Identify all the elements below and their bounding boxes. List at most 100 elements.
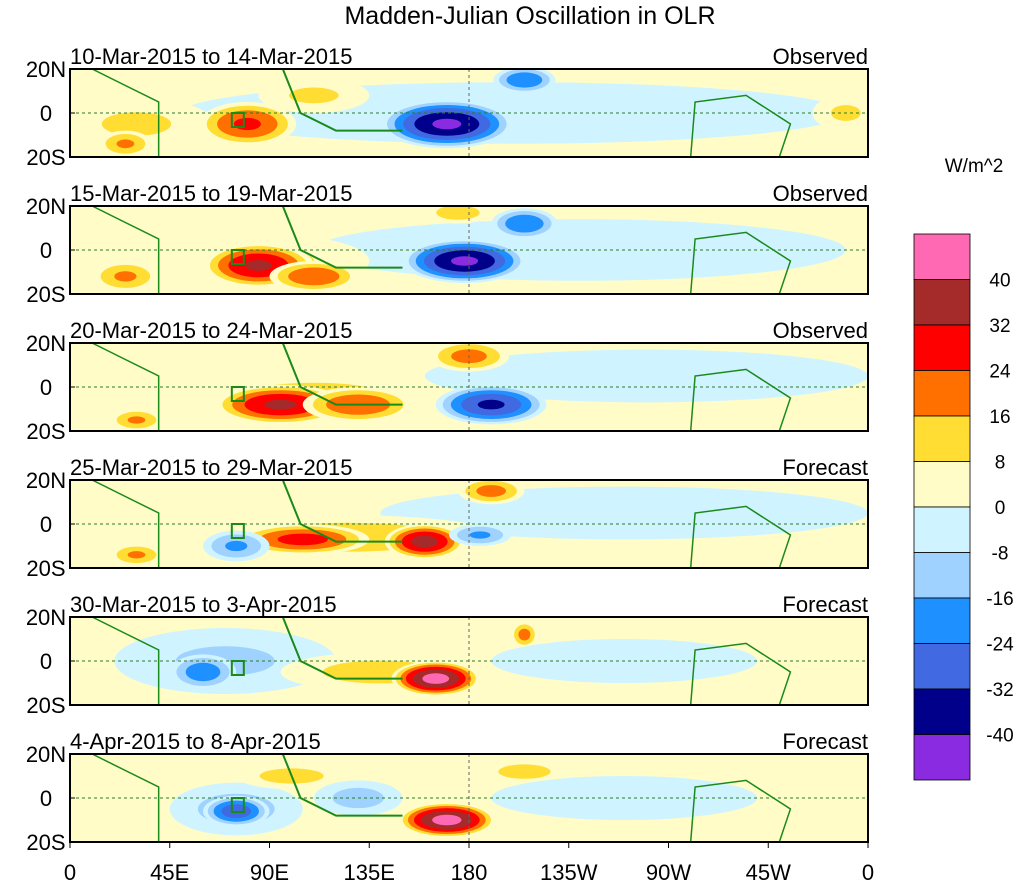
- y-tick-label: 20N: [26, 331, 66, 356]
- panel-contours: [70, 69, 868, 157]
- colorbar-swatch: [913, 461, 971, 508]
- y-tick-label: 20S: [26, 556, 65, 581]
- colorbar-swatch: [913, 643, 971, 690]
- x-tick-label: 135W: [540, 860, 598, 885]
- maritime-continent-coastline: [281, 617, 403, 680]
- anomaly-contour: [185, 662, 221, 682]
- panel-kind-label: Observed: [773, 318, 868, 343]
- map-panel: 20N 0 20S 4-Apr-2015 to 8-Apr-2015 Forecast: [26, 729, 869, 855]
- panel-contours: [70, 480, 868, 568]
- anomaly-contour: [476, 485, 507, 497]
- x-tick-label: 135E: [344, 860, 395, 885]
- south-america-coastline: [689, 94, 792, 157]
- anomaly-contour: [422, 673, 450, 684]
- y-tick-label: 20S: [26, 693, 65, 718]
- map-panel: 20N 0 20S 10-Mar-2015 to 14-Mar-2015 Observe…: [26, 44, 869, 170]
- mjo-index-box: [230, 249, 245, 265]
- anomaly-contour: [506, 72, 543, 88]
- y-tick-label: 20S: [26, 419, 65, 444]
- y-tick-label: 20S: [26, 282, 65, 307]
- anomaly-contour: [505, 214, 544, 233]
- panel-period-label: 4-Apr-2015 to 8-Apr-2015: [70, 729, 321, 754]
- mjo-index-box: [230, 523, 245, 539]
- map-panel: 20N 0 20S 15-Mar-2015 to 19-Mar-2015 Observe…: [26, 181, 869, 307]
- map-panel: 20N 0 20S 30-Mar-2015 to 3-Apr-2015 Forecast: [26, 592, 869, 718]
- map-panel: 20N 0 20S 25-Mar-2015 to 29-Mar-2015 Forecas…: [26, 455, 869, 581]
- africa-coastline: [91, 754, 160, 842]
- panel-contours: [70, 206, 868, 294]
- africa-coastline: [91, 69, 160, 157]
- anomaly-contour: [127, 416, 146, 424]
- x-tick-label: 45W: [746, 860, 791, 885]
- colorbar-swatch: [913, 734, 971, 781]
- anomaly-contour: [277, 533, 328, 546]
- panel-contours: [70, 343, 868, 431]
- maritime-continent-coastline: [281, 754, 403, 817]
- panel-kind-label: Forecast: [782, 455, 868, 480]
- colorbar-swatch: [913, 279, 971, 326]
- colorbar-units: W/m^2: [945, 156, 1004, 177]
- anomaly-contour: [469, 531, 491, 539]
- x-tick-label: 0: [862, 860, 874, 885]
- anomaly-contour: [114, 271, 137, 282]
- chart-title: Madden-Julian Oscillation in OLR: [344, 2, 715, 30]
- y-tick-label: 20S: [26, 830, 65, 855]
- panel-period-label: 15-Mar-2015 to 19-Mar-2015: [70, 181, 352, 206]
- mjo-index-box: [230, 660, 245, 676]
- anomaly-contour: [451, 256, 479, 266]
- y-tick-label: 0: [40, 101, 52, 126]
- y-tick-label: 0: [40, 786, 52, 811]
- y-tick-label: 0: [40, 238, 52, 263]
- colorbar-swatch: [913, 233, 971, 280]
- colorbar-label: -32: [986, 680, 1013, 701]
- colorbar-label: 40: [989, 271, 1010, 292]
- south-america-coastline: [689, 368, 792, 431]
- colorbar-label: 24: [989, 362, 1011, 383]
- south-america-coastline: [689, 231, 792, 294]
- panel-kind-label: Observed: [773, 181, 868, 206]
- south-america-coastline: [689, 505, 792, 568]
- anomaly-contour: [518, 628, 531, 641]
- mjo-index-box: [230, 797, 245, 813]
- colorbar-label: 16: [989, 407, 1010, 428]
- anomaly-contour: [432, 814, 462, 826]
- panel-period-label: 20-Mar-2015 to 24-Mar-2015: [70, 318, 352, 343]
- panel-kind-label: Forecast: [782, 729, 868, 754]
- y-tick-label: 20N: [26, 194, 66, 219]
- anomaly-contour: [244, 260, 272, 271]
- colorbar-label: -16: [986, 589, 1013, 610]
- map-panel: 20N 0 20S 20-Mar-2015 to 24-Mar-2015 Observe…: [26, 318, 869, 444]
- mjo-index-box: [230, 386, 245, 402]
- colorbar-swatch: [913, 506, 971, 553]
- y-tick-label: 0: [40, 375, 52, 400]
- panel-contours: [70, 754, 868, 842]
- anomaly-contour: [411, 535, 438, 548]
- x-tick-label: 45E: [150, 860, 189, 885]
- mjo-index-box: [230, 112, 245, 128]
- colorbar-swatch: [913, 552, 971, 599]
- y-tick-label: 20N: [26, 57, 66, 82]
- colorbar-swatch: [913, 415, 971, 462]
- anomaly-contour: [288, 267, 340, 286]
- anomaly-contour: [289, 87, 339, 104]
- y-tick-label: 0: [40, 649, 52, 674]
- africa-coastline: [91, 617, 160, 705]
- colorbar-label: 32: [989, 316, 1010, 337]
- anomaly-contour: [225, 540, 248, 552]
- africa-coastline: [91, 480, 160, 568]
- anomaly-contour: [424, 349, 868, 403]
- anomaly-contour: [498, 764, 551, 779]
- panel-period-label: 30-Mar-2015 to 3-Apr-2015: [70, 592, 337, 617]
- colorbar-swatch: [913, 597, 971, 644]
- anomaly-contour: [477, 399, 505, 410]
- y-tick-label: 20N: [26, 468, 66, 493]
- y-tick-label: 0: [40, 512, 52, 537]
- anomaly-contour: [116, 139, 135, 149]
- maritime-continent-coastline: [281, 343, 403, 406]
- colorbar-swatch: [913, 688, 971, 735]
- africa-coastline: [91, 206, 160, 294]
- y-tick-label: 20N: [26, 742, 66, 767]
- south-america-coastline: [689, 779, 792, 842]
